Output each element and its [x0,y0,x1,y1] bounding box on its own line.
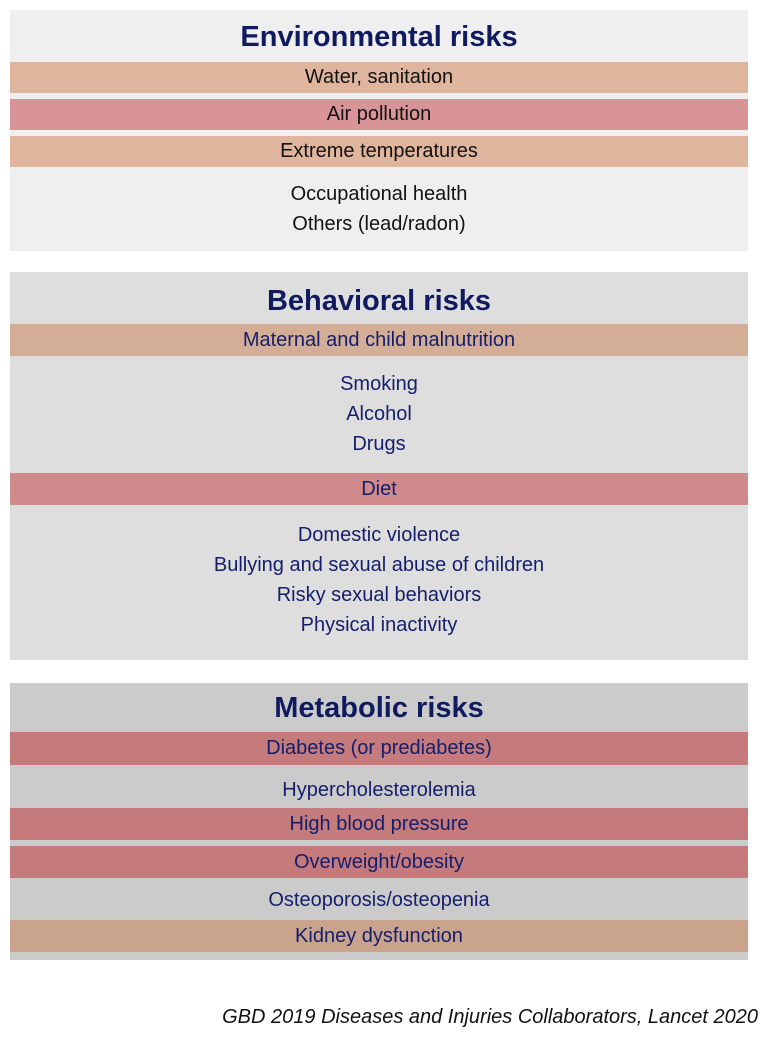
environmental-other-list: Occupational health Others (lead/radon) [10,179,748,239]
alcohol-label: Alcohol [346,403,412,425]
domestic-violence-label: Domestic violence [297,524,461,546]
metabolic-risks-panel: Metabolic risks Diabetes (or prediabetes… [10,683,748,960]
physical-inactivity-label: Physical inactivity [300,614,458,636]
diabetes-band: Diabetes (or prediabetes) [10,732,748,765]
occupational-health-label: Occupational health [290,183,468,205]
kidney-dysfunction-band: Kidney dysfunction [10,920,748,952]
air-pollution-band: Air pollution [10,99,748,130]
hypercholesterolemia-row: Hypercholesterolemia [282,779,476,801]
behavioral-risks-panel: Behavioral risks Maternal and child maln… [10,272,748,660]
extreme-temperatures-band: Extreme temperatures [10,136,748,167]
smoking-label: Smoking [340,373,418,395]
bullying-abuse-label: Bullying and sexual abuse of children [213,554,545,576]
metabolic-risks-title: Metabolic risks [274,692,484,724]
behavioral-risks-title: Behavioral risks [266,285,492,317]
environmental-risks-panel: Environmental risks Water, sanitation Ai… [10,10,748,251]
others-lead-radon-label: Others (lead/radon) [292,213,466,235]
malnutrition-band: Maternal and child malnutrition [10,324,748,356]
risky-sexual-behaviors-label: Risky sexual behaviors [276,584,482,606]
overweight-obesity-band: Overweight/obesity [10,846,748,878]
drugs-label: Drugs [352,433,406,455]
high-blood-pressure-band: High blood pressure [10,808,748,840]
diet-band: Diet [10,473,748,505]
citation-text: GBD 2019 Diseases and Injuries Collabora… [222,1006,758,1028]
osteoporosis-row: Osteoporosis/osteopenia [268,888,490,911]
substance-use-list: Smoking Alcohol Drugs [10,369,748,459]
water-sanitation-band: Water, sanitation [10,62,748,93]
behavioral-other-list: Domestic violence Bullying and sexual ab… [10,520,748,640]
environmental-risks-title: Environmental risks [240,21,518,53]
